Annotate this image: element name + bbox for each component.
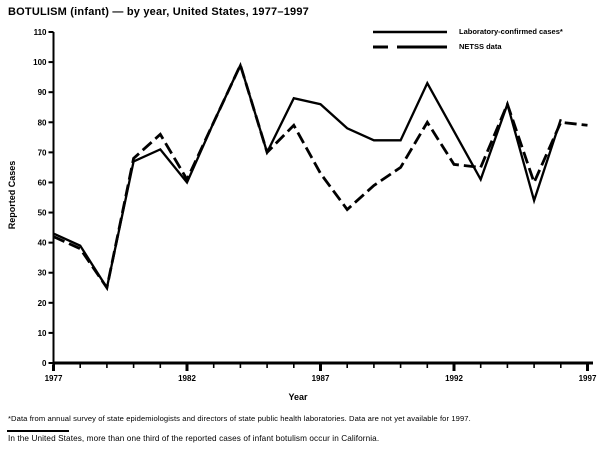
series-line-netss xyxy=(52,61,588,292)
y-tick-label: 40 xyxy=(38,239,47,248)
legend: Laboratory-confirmed cases* NETSS data xyxy=(373,24,603,54)
footnote-lab-data: *Data from annual survey of state epidem… xyxy=(8,414,471,423)
y-tick-label: 10 xyxy=(38,329,47,338)
x-axis-title: Year xyxy=(288,392,308,402)
dashed-line-swatch-icon xyxy=(373,45,447,48)
solid-line-swatch-icon xyxy=(373,30,447,33)
x-tick-label: 1987 xyxy=(312,374,330,383)
x-tick-label: 1992 xyxy=(445,374,463,383)
y-tick-label: 90 xyxy=(38,88,47,97)
y-tick-label: 30 xyxy=(38,269,47,278)
y-tick-label: 60 xyxy=(38,178,47,187)
legend-item-lab-confirmed: Laboratory-confirmed cases* xyxy=(373,24,603,39)
y-tick-label: 100 xyxy=(33,58,47,67)
x-tick-label: 1982 xyxy=(178,374,196,383)
chart-title: BOTULISM (infant) — by year, United Stat… xyxy=(8,6,309,18)
footnote-california: In the United States, more than one thir… xyxy=(8,434,380,443)
y-tick-label: 70 xyxy=(38,148,47,157)
series-line-lab-confirmed xyxy=(53,61,562,291)
legend-label-netss: NETSS data xyxy=(459,42,502,51)
legend-label-lab-confirmed: Laboratory-confirmed cases* xyxy=(459,27,563,36)
y-tick-label: 0 xyxy=(42,359,47,368)
x-tick-label: 1997 xyxy=(579,374,597,383)
y-tick-label: 110 xyxy=(34,28,47,37)
footnote-divider xyxy=(7,430,69,432)
legend-item-netss: NETSS data xyxy=(373,39,603,54)
y-tick-label: 20 xyxy=(38,299,47,308)
x-tick-label: 1977 xyxy=(45,374,63,383)
y-tick-label: 80 xyxy=(38,118,47,127)
y-tick-label: 50 xyxy=(38,209,47,218)
